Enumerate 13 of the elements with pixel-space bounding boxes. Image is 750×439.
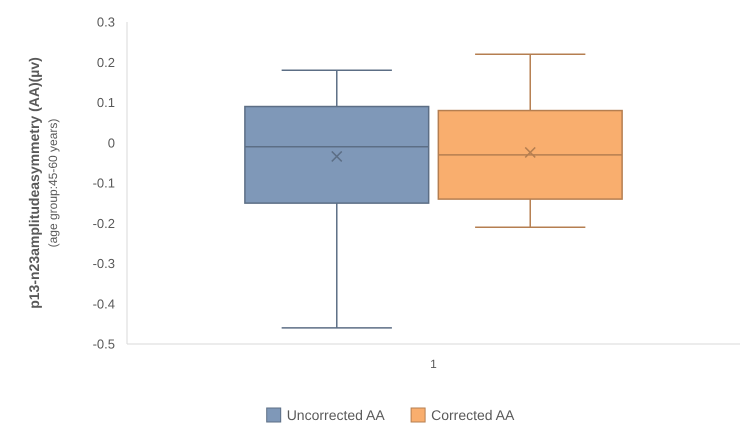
y-tick-label: 0.1	[96, 95, 115, 110]
y-axis-title: p13-n23amplitudeasymmetry (AA)(µv) (age group:45-60 years)	[26, 57, 60, 309]
y-tick-label: -0.2	[92, 216, 115, 231]
y-tick-label: 0	[108, 135, 115, 150]
legend-label: Corrected AA	[431, 407, 516, 423]
y-tick-label: -0.5	[92, 336, 115, 352]
y-tick-label: -0.1	[92, 176, 115, 191]
y-tick-label: 0.3	[96, 14, 115, 30]
y-tick-label: 0.2	[96, 54, 115, 70]
x-tick-label: 1	[430, 357, 438, 371]
y-tick-label: -0.4	[92, 296, 115, 312]
legend-label: Uncorrected AA	[286, 407, 386, 423]
y-tick-label: -0.3	[92, 256, 115, 272]
